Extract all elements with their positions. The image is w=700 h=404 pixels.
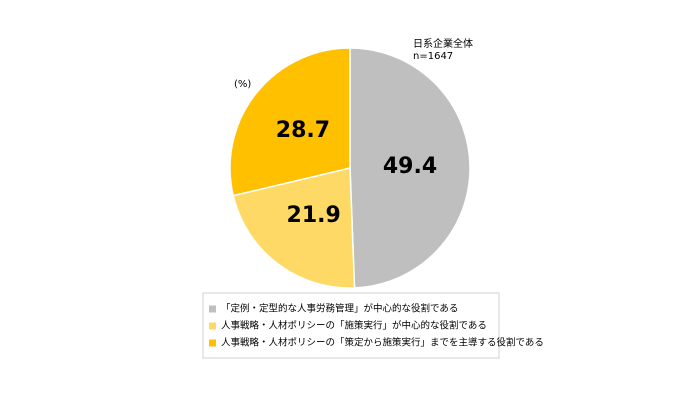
- unit: (%): [234, 79, 251, 90]
- legend-box: [202, 292, 500, 359]
- pie-slice: [232, 167, 356, 289]
- legend-swatch: [209, 305, 216, 313]
- note: 日系企業全体: [413, 37, 473, 50]
- legend-label: 人事戦略・人材ポリシーの「施策実行」が中心的な役割である: [221, 320, 487, 332]
- pie-slice: [229, 47, 351, 197]
- data-label: 28.7: [276, 118, 330, 143]
- legend-swatch: [209, 339, 216, 347]
- data-label: 49.4: [383, 154, 437, 179]
- legend-swatch: [209, 322, 216, 330]
- sample-size: n=1647: [413, 51, 453, 62]
- pie-slice: [349, 47, 471, 289]
- legend-label: 「定例・定型的な人事労務管理」が中心的な役割である: [221, 303, 458, 315]
- legend-label: 人事戦略・人材ポリシーの「策定から施策実行」までを主導する役割である: [221, 337, 544, 349]
- data-label: 21.9: [287, 203, 341, 228]
